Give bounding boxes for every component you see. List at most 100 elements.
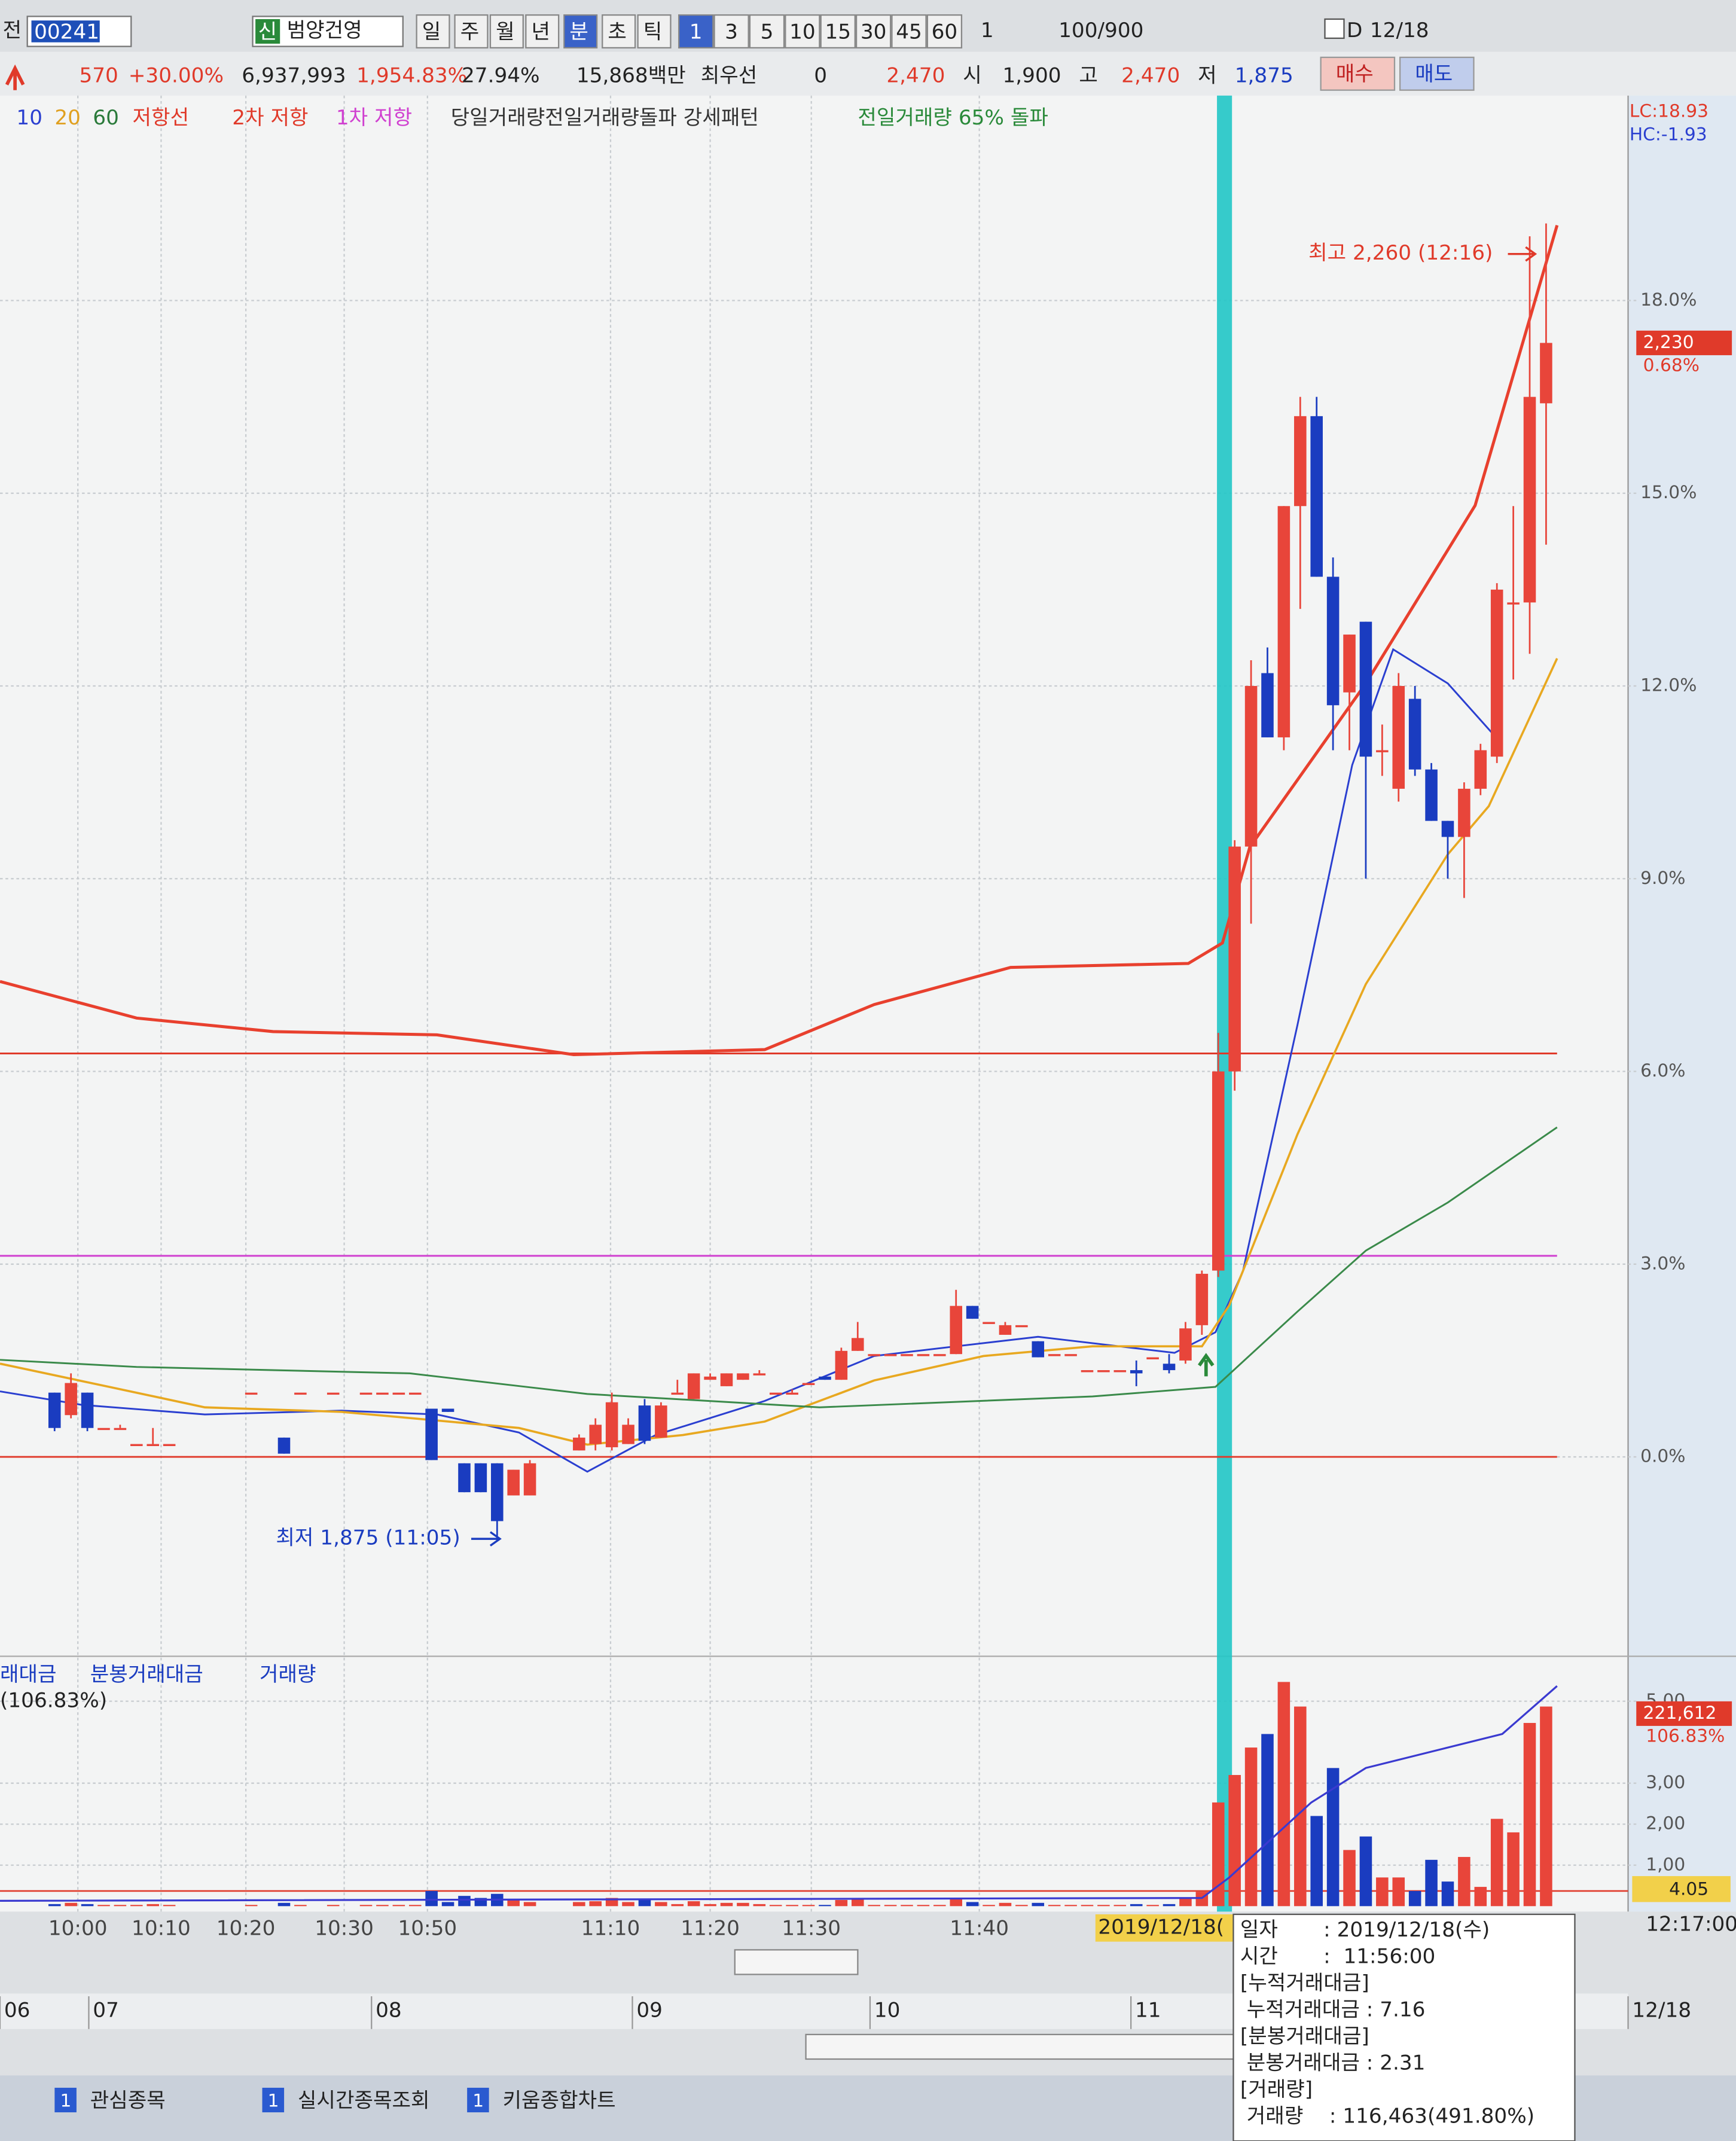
tab-badge[interactable]	[467, 2087, 489, 2113]
candle-body	[1490, 589, 1503, 757]
volume-bar	[901, 1905, 913, 1907]
tab-label[interactable]: 키움종합차트	[503, 2088, 616, 2112]
tab-badge-label[interactable]: 1	[268, 2090, 279, 2110]
volume: 6,937,993	[242, 63, 346, 87]
interval-button[interactable]	[785, 14, 820, 49]
volume-bar	[1474, 1887, 1487, 1907]
period-button[interactable]	[602, 14, 636, 49]
interval[interactable]: 10	[789, 20, 816, 44]
interval-button[interactable]	[749, 14, 785, 49]
checkbox[interactable]	[1324, 18, 1345, 39]
volume-bar	[884, 1905, 897, 1907]
volume-bar	[671, 1904, 684, 1907]
period[interactable]: 분	[569, 20, 588, 44]
tab-label[interactable]: 실시간종목조회	[298, 2088, 430, 2112]
period-button[interactable]	[525, 14, 560, 49]
x-tick-label: 11:20	[681, 1917, 740, 1941]
volume-pct: 1,954.83%	[356, 63, 467, 87]
sell[interactable]: 매도	[1415, 62, 1453, 86]
interval[interactable]: 3	[725, 20, 738, 44]
interval-button[interactable]	[713, 14, 749, 49]
candle-body	[1425, 769, 1438, 821]
volume-bar	[294, 1905, 307, 1907]
volume-bar	[1163, 1904, 1176, 1907]
buy-button[interactable]	[1320, 56, 1396, 91]
indicator-line	[0, 1685, 1558, 1902]
legend-entry: 60	[93, 106, 119, 130]
volume-bar	[802, 1905, 815, 1907]
badge: 신	[258, 20, 277, 44]
volume-bar	[523, 1902, 536, 1907]
x-tick-label: 10:10	[132, 1917, 191, 1941]
volume-bar	[917, 1905, 930, 1907]
legend-entry: 래대금	[0, 1663, 57, 1686]
period-button[interactable]	[489, 14, 524, 49]
candle-body	[1523, 397, 1536, 603]
volume-bar	[1081, 1905, 1094, 1907]
interval-button[interactable]	[891, 14, 927, 49]
period-button[interactable]	[563, 14, 598, 49]
volume-bar	[819, 1905, 831, 1907]
volume-bar	[392, 1905, 405, 1907]
volume-bar	[1458, 1857, 1470, 1907]
volume-bar	[638, 1900, 651, 1907]
candle-body	[638, 1405, 651, 1441]
legend-entry: 2차 저항	[232, 106, 308, 130]
candle-body	[245, 1392, 258, 1395]
buy[interactable]: 매수	[1336, 62, 1374, 86]
navigator-label: 09	[636, 1999, 663, 2023]
period[interactable]: 틱	[643, 20, 663, 44]
interval-button[interactable]	[678, 14, 714, 49]
candle-body	[950, 1306, 963, 1355]
interval-button[interactable]	[855, 14, 892, 49]
candle-body	[1212, 1071, 1225, 1271]
period[interactable]: 일	[422, 20, 441, 44]
volume-bar	[1130, 1904, 1143, 1907]
badge-bg	[255, 19, 280, 44]
candle-body	[737, 1373, 749, 1380]
interval-button[interactable]	[820, 14, 856, 49]
candle-body	[507, 1469, 520, 1496]
sell-button[interactable]	[1399, 56, 1475, 91]
legend-entry: 10	[16, 106, 42, 130]
turnover: 27.94%	[462, 63, 540, 87]
volume-bar	[1376, 1877, 1389, 1907]
interval[interactable]: 15	[825, 20, 851, 44]
period-button[interactable]	[416, 14, 450, 49]
scrollbar[interactable]	[734, 1949, 859, 1975]
y-tick-label: 1,00	[1646, 1853, 1685, 1874]
volume-bar	[769, 1905, 782, 1907]
candle-body	[1326, 577, 1340, 706]
period[interactable]: 년	[531, 20, 550, 44]
x-tick-label: 10:50	[398, 1917, 457, 1941]
tab-badge[interactable]	[54, 2087, 77, 2113]
date-prefix: D	[1347, 19, 1362, 42]
period[interactable]: 주	[460, 20, 480, 44]
volume-bar	[1048, 1905, 1061, 1907]
tab-badge-label[interactable]: 1	[472, 2090, 484, 2110]
interval[interactable]: 45	[896, 20, 922, 44]
amount: 221,612	[1643, 1702, 1717, 1723]
signal-arrow	[1198, 1353, 1215, 1377]
period-button[interactable]	[637, 14, 672, 49]
y-tick-label: 18.0%	[1640, 289, 1697, 310]
interval[interactable]: 30	[861, 20, 887, 44]
interval[interactable]: 5	[761, 20, 774, 44]
tooltip-box	[1232, 1913, 1576, 2141]
interval[interactable]: 60	[932, 20, 958, 44]
period[interactable]: 월	[496, 20, 515, 44]
period[interactable]: 초	[608, 20, 627, 44]
tab-badge-label[interactable]: 1	[60, 2090, 71, 2110]
volume-bar	[966, 1902, 979, 1907]
volume-bar	[1244, 1747, 1258, 1907]
volume-bar	[359, 1905, 373, 1907]
period-button[interactable]	[454, 14, 489, 49]
annotation: 최고 2,260 (12:16)	[1308, 241, 1493, 265]
tab-badge[interactable]	[262, 2087, 285, 2113]
tab-label[interactable]: 관심종목	[90, 2088, 166, 2112]
interval-button[interactable]	[926, 14, 963, 49]
volume-bar	[441, 1902, 454, 1907]
interval[interactable]: 1	[689, 20, 703, 44]
volume-bar	[48, 1904, 61, 1907]
